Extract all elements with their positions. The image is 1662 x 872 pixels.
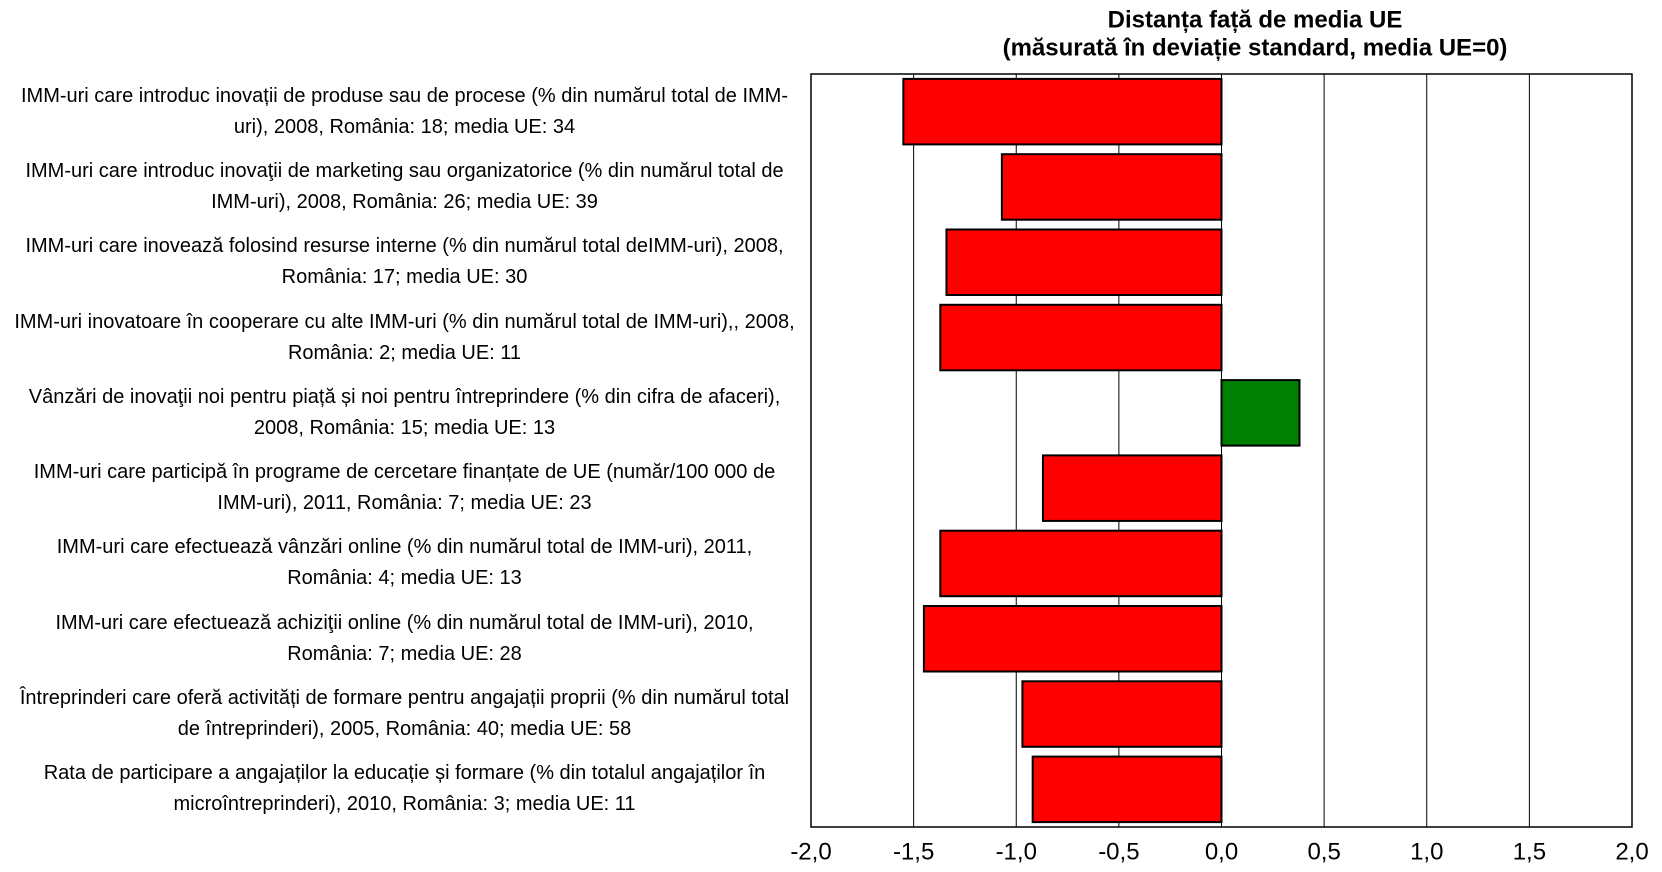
bar	[902, 77, 1223, 146]
y-tick-label: IMM-uri care introduc inovații de produs…	[20, 84, 788, 138]
chart-subtitle: (măsurată în deviație standard, media UE…	[1003, 34, 1508, 61]
bar	[1220, 379, 1301, 447]
y-tick-label: Rata de participare a angajaților la edu…	[43, 762, 766, 816]
x-tick-label: 1,5	[1513, 838, 1546, 865]
y-tick-label: IMM-uri care efectuează vânzări online (…	[56, 536, 753, 590]
y-tick-label: IMM-uri care efectuează achiziţii online…	[55, 611, 754, 665]
x-tick-label: -2,0	[790, 838, 831, 865]
x-tick-label: -1,0	[996, 838, 1037, 865]
y-tick-label: IMM-uri inovatoare în cooperare cu alte …	[14, 310, 795, 364]
bar	[1041, 454, 1223, 522]
x-tick-label: 2,0	[1615, 838, 1648, 865]
x-tick-label: -0,5	[1098, 838, 1139, 865]
y-tick-label: Vânzări de inovaţii noi pentru piață și …	[28, 385, 781, 439]
x-tick-label: 1,0	[1410, 838, 1443, 865]
plot-frame	[810, 73, 1633, 828]
bar	[939, 529, 1223, 598]
x-tick-label: -1,5	[893, 838, 934, 865]
bar	[1031, 755, 1223, 824]
bar	[1021, 680, 1223, 748]
chart-title: Distanța față de media UE	[1108, 6, 1403, 33]
x-tick-label: 0,5	[1307, 838, 1340, 865]
x-tick-label: 0,0	[1205, 838, 1238, 865]
y-tick-label: IMM-uri care inovează folosind resurse i…	[25, 235, 784, 289]
bar	[945, 228, 1223, 297]
y-tick-label: IMM-uri care participă în programe de ce…	[33, 461, 776, 515]
bar	[1000, 153, 1223, 221]
bar	[922, 604, 1223, 673]
y-tick-label: Întreprinderi care oferă activități de f…	[19, 687, 790, 741]
bar	[939, 303, 1223, 372]
y-tick-label: IMM-uri care introduc inovaţii de market…	[25, 159, 784, 213]
